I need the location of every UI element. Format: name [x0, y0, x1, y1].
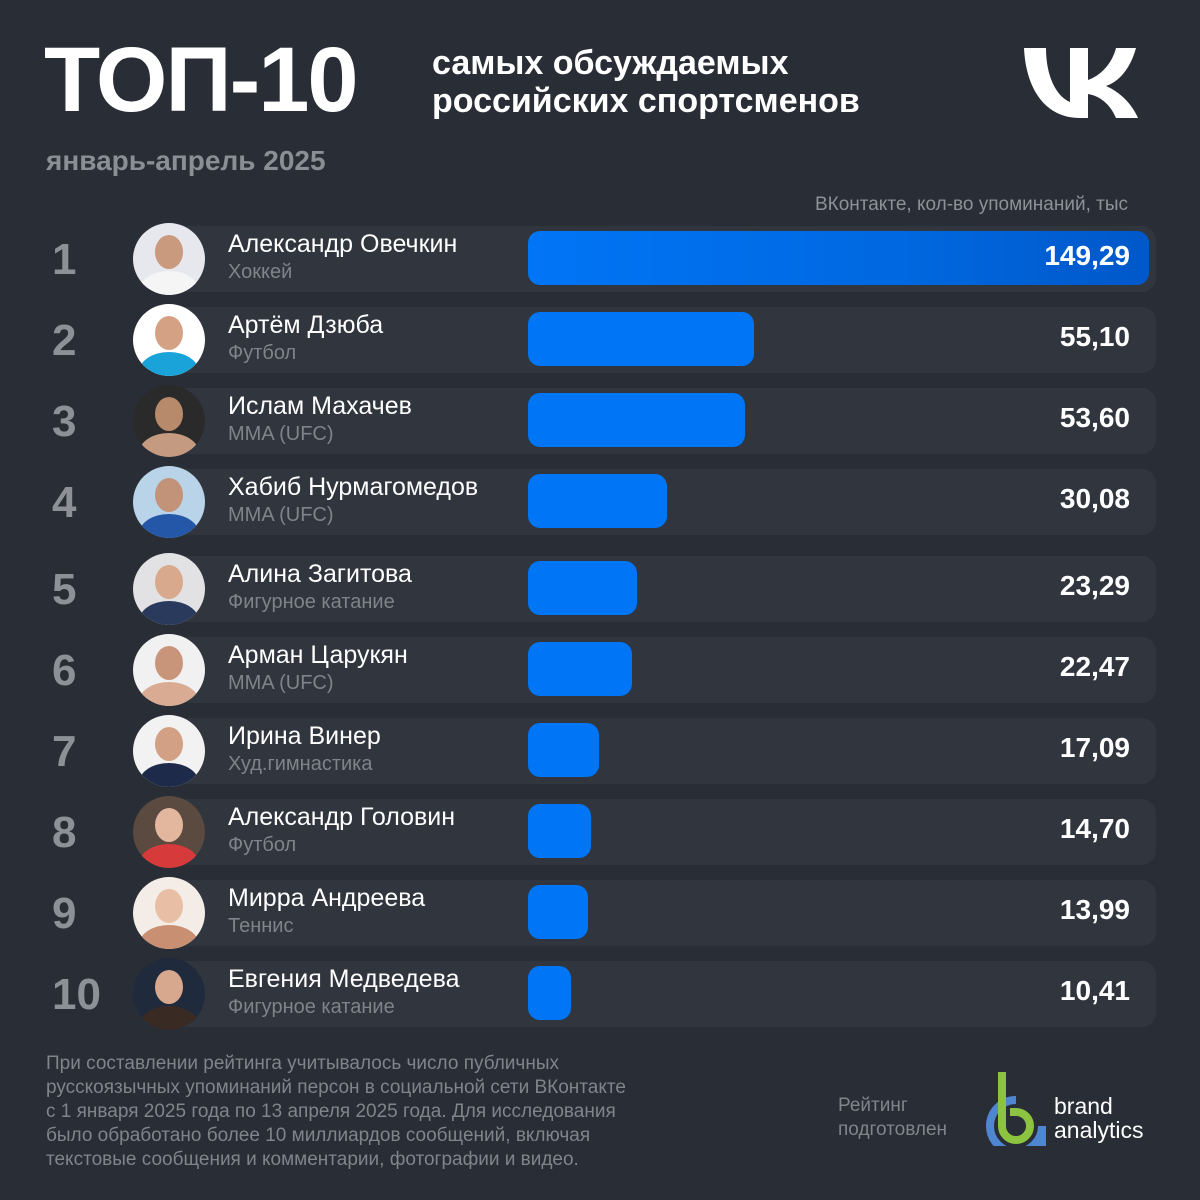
value-bar: [528, 393, 745, 447]
athlete-sport: Футбол: [228, 342, 297, 364]
athlete-sport: Теннис: [228, 915, 294, 937]
athlete-name: Алина Загитова: [228, 560, 412, 588]
ranking-row: 3 Ислам Махачев MMA (UFC) 53,60: [0, 385, 1200, 457]
value-bar: [528, 231, 1149, 285]
brand-analytics-logo-icon: [986, 1072, 1046, 1146]
athlete-name: Мирра Андреева: [228, 884, 426, 912]
subtitle-line-1: самых обсуждаемых: [432, 44, 789, 82]
athlete-avatar: [133, 877, 205, 949]
period-label: январь-апрель 2025: [46, 145, 326, 176]
note-line: было обработано более 10 миллиардов сооб…: [46, 1125, 591, 1146]
rank-number: 8: [52, 808, 77, 857]
note-line: с 1 января 2025 года по 13 апреля 2025 г…: [46, 1101, 616, 1122]
athlete-sport: Футбол: [228, 834, 297, 856]
athlete-avatar: [133, 553, 205, 625]
rank-number: 2: [52, 316, 77, 365]
athlete-avatar: [133, 958, 205, 1030]
value-bar: [528, 966, 571, 1020]
athlete-avatar: [133, 466, 205, 538]
athlete-avatar: [133, 796, 205, 868]
axis-note: ВКонтакте, кол-во упоминаний, тыс: [814, 194, 1128, 215]
athlete-name: Евгения Медведева: [228, 965, 460, 993]
ranking-row: 5 Алина Загитова Фигурное катание 23,29: [0, 553, 1200, 625]
ranking-row: 7 Ирина Винер Худ.гимнастика 17,09: [0, 715, 1200, 787]
ranking-row: 8 Александр Головин Футбол 14,70: [0, 796, 1200, 868]
athlete-avatar: [133, 223, 205, 295]
athlete-name: Александр Головин: [228, 803, 456, 831]
athlete-sport: MMA (UFC): [228, 672, 334, 694]
subtitle-line-2: российских спортсменов: [432, 82, 860, 120]
vk-logo-icon: [1024, 48, 1138, 118]
athlete-sport: Фигурное катание: [228, 591, 395, 613]
ranking-row: 1 Александр Овечкин Хоккей 149,29: [0, 223, 1200, 295]
athlete-avatar: [133, 634, 205, 706]
value-bar: [528, 312, 754, 366]
athlete-name: Арман Царукян: [228, 641, 408, 669]
mention-value: 10,41: [1059, 975, 1130, 1006]
ranking-row: 9 Мирра Андреева Теннис 13,99: [0, 877, 1200, 949]
rank-number: 5: [52, 565, 77, 614]
rank-number: 3: [52, 397, 77, 446]
mention-value: 13,99: [1059, 894, 1130, 925]
row-background: [170, 880, 1156, 946]
ranking-row: 6 Арман Царукян MMA (UFC) 22,47: [0, 634, 1200, 706]
rank-number: 1: [52, 235, 77, 284]
brand-line-2: analytics: [1054, 1117, 1144, 1143]
athlete-sport: Хоккей: [228, 261, 293, 283]
note-line: русскоязычных упоминаний персон в социал…: [46, 1077, 626, 1098]
athlete-name: Ислам Махачев: [228, 392, 412, 420]
mention-value: 53,60: [1059, 402, 1130, 433]
mention-value: 23,29: [1059, 570, 1130, 601]
value-bar: [528, 642, 632, 696]
rank-number: 7: [52, 727, 77, 776]
athlete-sport: MMA (UFC): [228, 504, 334, 526]
ranking-row: 2 Артём Дзюба Футбол 55,10: [0, 304, 1200, 376]
athlete-avatar: [133, 385, 205, 457]
page-title: ТОП-10: [44, 29, 359, 131]
athlete-name: Артём Дзюба: [228, 311, 384, 339]
prepared-by-label: Рейтинг подготовлен: [838, 1094, 947, 1142]
athlete-name: Ирина Винер: [228, 722, 381, 750]
row-background: [170, 961, 1156, 1027]
methodology-note: При составлении рейтинга учитывалось чис…: [46, 1052, 686, 1172]
rank-number: 10: [52, 970, 101, 1019]
athlete-avatar: [133, 304, 205, 376]
row-background: [170, 556, 1156, 622]
mention-value: 22,47: [1059, 651, 1130, 682]
mention-value: 55,10: [1059, 321, 1130, 352]
rank-number: 9: [52, 889, 77, 938]
mention-value: 30,08: [1059, 483, 1130, 514]
athlete-name: Александр Овечкин: [228, 230, 458, 258]
brand-analytics-wordmark: brand analytics: [1054, 1094, 1143, 1142]
row-background: [170, 799, 1156, 865]
value-bar: [528, 723, 599, 777]
value-bar: [528, 885, 588, 939]
page-subtitle: самых обсуждаемых российских спортсменов: [432, 44, 860, 120]
athlete-sport: MMA (UFC): [228, 423, 334, 445]
rank-number: 4: [52, 478, 77, 527]
row-background: [170, 637, 1156, 703]
note-line: текстовые сообщения и комментарии, фотог…: [46, 1149, 579, 1170]
value-bar: [528, 474, 667, 528]
athlete-avatar: [133, 715, 205, 787]
mention-value: 17,09: [1059, 732, 1130, 763]
mention-value: 149,29: [1044, 240, 1130, 271]
mention-value: 14,70: [1059, 813, 1130, 844]
row-background: [170, 718, 1156, 784]
prepared-line-1: Рейтинг: [838, 1095, 908, 1116]
athlete-sport: Фигурное катание: [228, 996, 395, 1018]
athlete-sport: Худ.гимнастика: [228, 753, 373, 775]
athlete-name: Хабиб Нурмагомедов: [228, 473, 479, 501]
rank-number: 6: [52, 646, 77, 695]
value-bar: [528, 804, 591, 858]
brand-line-1: brand: [1054, 1093, 1113, 1119]
value-bar: [528, 561, 637, 615]
ranking-row: 4 Хабиб Нурмагомедов MMA (UFC) 30,08: [0, 466, 1200, 538]
note-line: При составлении рейтинга учитывалось чис…: [46, 1053, 559, 1074]
prepared-line-2: подготовлен: [838, 1119, 948, 1140]
ranking-row: 10 Евгения Медведева Фигурное катание 10…: [0, 958, 1200, 1030]
